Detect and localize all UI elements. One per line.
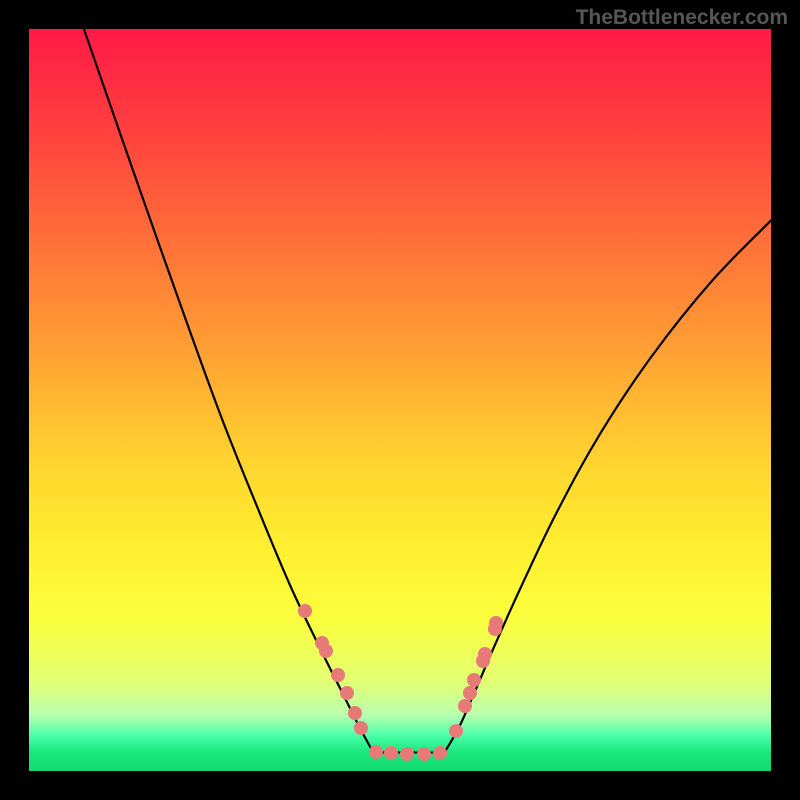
- data-marker: [354, 721, 368, 735]
- data-marker: [463, 686, 477, 700]
- data-marker: [449, 724, 463, 738]
- data-marker: [478, 647, 492, 661]
- data-marker: [319, 644, 333, 658]
- data-marker: [400, 747, 414, 761]
- data-marker: [369, 745, 383, 759]
- data-marker: [417, 747, 431, 761]
- chart-canvas: TheBottlenecker.com: [0, 0, 800, 800]
- plot-area: [29, 29, 771, 771]
- marker-layer: [29, 29, 771, 771]
- data-marker: [489, 616, 503, 630]
- data-marker: [348, 706, 362, 720]
- data-marker: [433, 746, 447, 760]
- data-marker: [458, 699, 472, 713]
- data-marker: [340, 686, 354, 700]
- watermark-text: TheBottlenecker.com: [576, 6, 788, 30]
- data-marker: [298, 604, 312, 618]
- data-marker: [331, 668, 345, 682]
- data-marker: [467, 673, 481, 687]
- data-marker: [384, 746, 398, 760]
